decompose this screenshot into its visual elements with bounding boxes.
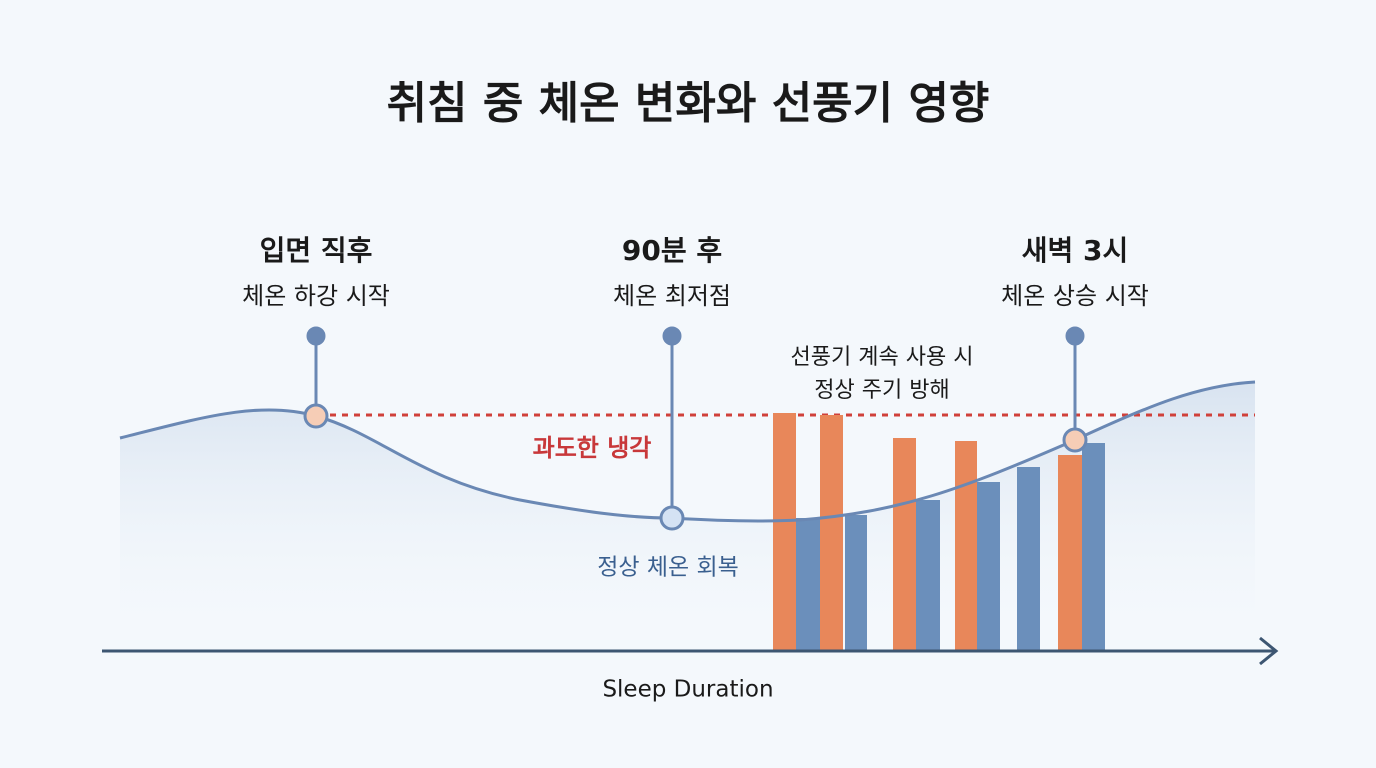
overcooling-label: 과도한 냉각 (533, 434, 652, 462)
bar (1082, 443, 1105, 650)
bar (916, 500, 940, 650)
pin-head (662, 326, 682, 346)
annotation-heading: 입면 직후 (260, 234, 373, 267)
bar (773, 413, 796, 650)
bar (955, 441, 977, 650)
x-axis-arrow (1259, 636, 1279, 666)
bar (845, 515, 867, 650)
bar (796, 518, 820, 650)
bar (820, 415, 843, 650)
bar (893, 438, 916, 650)
bar (977, 482, 1000, 650)
point (1062, 427, 1088, 453)
annotation-text: 체온 최저점 (613, 282, 731, 310)
x-axis-label: Sleep Duration (602, 677, 773, 703)
pin-head (306, 326, 326, 346)
point (659, 505, 685, 531)
pins (303, 326, 1088, 531)
bars (773, 413, 1105, 650)
annotation-heading: 90분 후 (622, 234, 722, 267)
fan-note: 선풍기 계속 사용 시 (791, 345, 974, 370)
recovery-label: 정상 체온 회복 (597, 555, 739, 581)
bar (1017, 467, 1040, 650)
title: 취침 중 체온 변화와 선풍기 영향 (387, 78, 990, 129)
pin-head (1065, 326, 1085, 346)
annotation-text: 체온 하강 시작 (242, 282, 390, 310)
bar (1058, 455, 1082, 650)
point (303, 403, 329, 429)
fan-note: 정상 주기 방해 (814, 378, 949, 403)
annotation-text: 체온 상승 시작 (1001, 282, 1149, 310)
annotation-heading: 새벽 3시 (1022, 234, 1129, 267)
